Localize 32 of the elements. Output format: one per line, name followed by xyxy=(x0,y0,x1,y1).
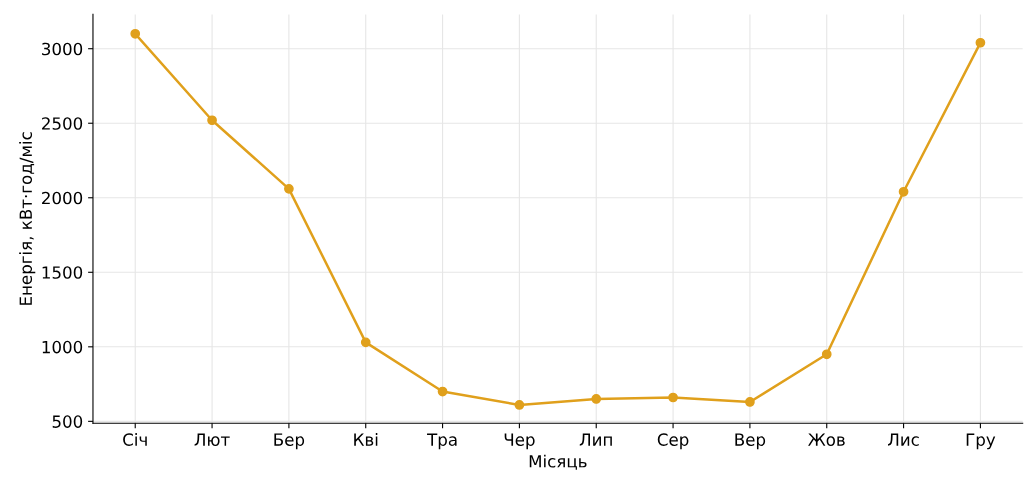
x-tick-label: Кві xyxy=(354,433,378,446)
point xyxy=(821,349,832,360)
x-tick-label: Лип xyxy=(579,433,612,446)
y-axis-title: Енергія, кВт·год/міс xyxy=(19,132,36,305)
point xyxy=(284,183,294,194)
point xyxy=(514,400,525,410)
point xyxy=(437,386,448,397)
y-tick-label: 500 xyxy=(52,415,83,428)
x-tick-label: Гру xyxy=(966,433,996,450)
x-tick-label: Жов xyxy=(808,433,845,446)
x-tick-label: Січ xyxy=(123,433,147,446)
x-tick-label: Бер xyxy=(274,433,305,450)
point xyxy=(898,186,909,197)
point xyxy=(668,392,678,403)
x-tick-label: Лют xyxy=(194,433,230,446)
y-tick-label: 2000 xyxy=(42,191,83,205)
point xyxy=(745,397,755,407)
x-tick-label: Лис xyxy=(888,433,919,446)
point xyxy=(591,394,602,404)
x-tick-label: Тра xyxy=(427,433,457,450)
point xyxy=(130,28,141,39)
point xyxy=(975,37,986,48)
x-tick-label: Чер xyxy=(504,433,535,450)
x-tick-label: Вер xyxy=(735,433,766,450)
x-tick-label: Сер xyxy=(657,433,689,450)
y-tick-label: 1000 xyxy=(42,340,83,354)
x-axis-title: Місяць xyxy=(529,454,587,470)
y-tick-label: 1500 xyxy=(42,266,83,279)
point xyxy=(360,337,371,348)
y-tick-label: 3000 xyxy=(42,42,83,56)
y-tick-label: 2500 xyxy=(42,117,83,130)
point xyxy=(207,115,217,126)
